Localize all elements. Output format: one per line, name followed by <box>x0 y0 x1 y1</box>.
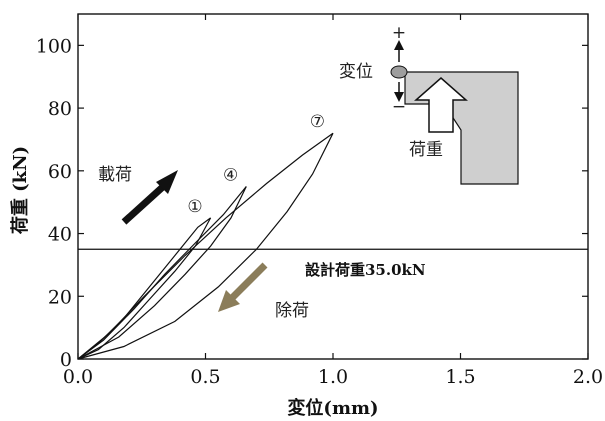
plus-sign: + <box>392 23 406 43</box>
loading-arrow <box>121 170 178 225</box>
displacement-label: 変位 <box>339 62 373 82</box>
unloading-curve-1 <box>77 217 212 360</box>
loading-arrow-head <box>156 170 178 194</box>
unloading-arrow-head <box>218 290 240 312</box>
displacement-up-arrow-icon <box>394 40 404 50</box>
displacement-down-arrow-icon <box>394 92 404 102</box>
y-tick-label: 60 <box>48 161 72 183</box>
design-load-label: 設計荷重35.0kN <box>305 261 426 279</box>
load-label: 荷重 <box>409 140 443 160</box>
loading-curve-3 <box>77 132 334 360</box>
hysteresis-curves <box>77 132 334 360</box>
x-tick-label: 1.5 <box>445 366 475 388</box>
unloading-label: 除荷 <box>275 301 309 321</box>
cycle-label-3: ⑦ <box>310 112 325 132</box>
unloading-arrow-shaft <box>229 262 268 301</box>
y-tick-label: 0 <box>60 349 72 371</box>
loading-curve-2 <box>77 186 247 360</box>
unloading-curve-2 <box>77 186 247 360</box>
x-axis-title: 変位(mm) <box>287 397 378 419</box>
x-tick-label: 0.0 <box>63 366 93 388</box>
cycle-label-1: ① <box>187 197 202 217</box>
y-tick-label: 80 <box>48 98 72 120</box>
x-tick-label: 2.0 <box>573 366 603 388</box>
unloading-arrow <box>218 262 268 312</box>
tick-labels: 0.0 0.5 1.0 1.5 2.0 0 20 40 60 80 100 <box>36 35 603 388</box>
displacement-gauge-marker <box>390 65 408 79</box>
axis-ticks <box>77 14 589 360</box>
minus-sign: − <box>392 97 406 117</box>
y-tick-label: 40 <box>48 224 72 246</box>
loading-label: 載荷 <box>98 165 132 185</box>
cycle-label-2: ④ <box>223 166 238 186</box>
cycle-labels: ① ④ ⑦ <box>187 112 325 217</box>
x-tick-label: 0.5 <box>190 366 220 388</box>
load-setup-inset: + − 変位 荷重 <box>339 23 519 185</box>
plot-frame <box>77 13 589 360</box>
loading-curve-1 <box>77 217 211 360</box>
specimen-shape <box>404 71 519 185</box>
y-tick-label: 20 <box>48 286 72 308</box>
x-tick-label: 1.0 <box>318 366 348 388</box>
load-arrow-icon <box>414 77 468 133</box>
loading-arrow-shaft <box>121 181 169 225</box>
unloading-curve-3 <box>77 132 334 360</box>
y-tick-label: 100 <box>36 35 72 57</box>
y-axis-title: 荷重 (kN) <box>9 146 31 234</box>
